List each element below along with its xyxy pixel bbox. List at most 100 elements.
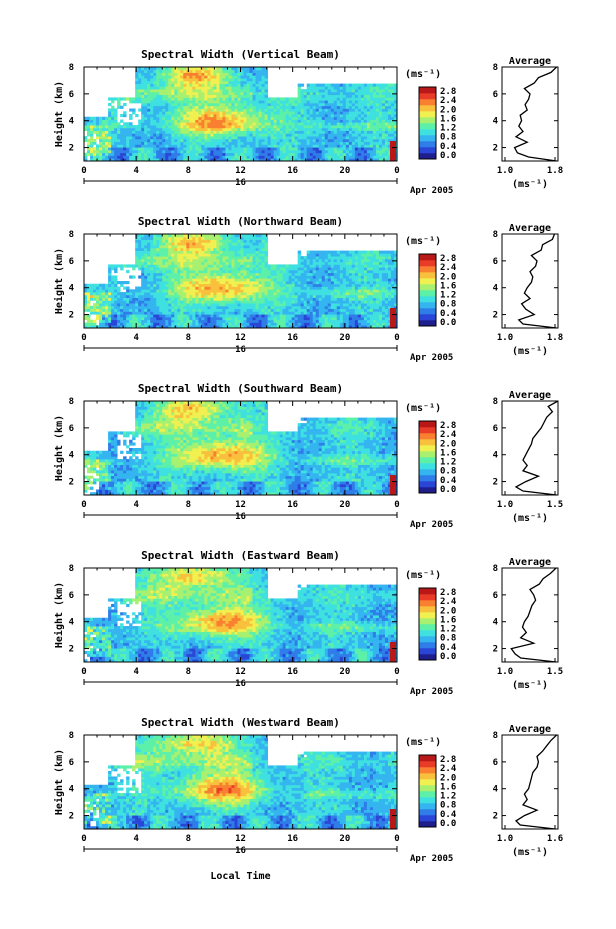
- heatmap-cell: [234, 94, 238, 98]
- heatmap-cell: [393, 130, 398, 134]
- heatmap-cell: [234, 286, 238, 290]
- heatmap-cell: [336, 83, 341, 87]
- heatmap-cell: [147, 275, 151, 279]
- heatmap-cell: [210, 314, 214, 318]
- heatmap-cell: [372, 122, 377, 126]
- heatmap-cell: [141, 289, 145, 293]
- heatmap-cell: [234, 141, 238, 145]
- heatmap-cell: [351, 152, 356, 156]
- heatmap-cell: [180, 122, 184, 126]
- heatmap-cell: [111, 155, 115, 159]
- heatmap-cell: [252, 100, 256, 104]
- heatmap-cell: [249, 119, 253, 123]
- heatmap-cell: [243, 141, 247, 145]
- heatmap-cell: [237, 80, 241, 84]
- heatmap-cell: [282, 114, 287, 118]
- heatmap-cell: [258, 114, 262, 118]
- heatmap-cell: [252, 234, 256, 238]
- heatmap-cell: [237, 155, 241, 159]
- heatmap-cell: [363, 86, 368, 90]
- heatmap-cell: [153, 97, 157, 101]
- heatmap-cell: [375, 105, 380, 109]
- heatmap-cell: [114, 303, 118, 307]
- heatmap-cell: [363, 141, 368, 145]
- heatmap-cell: [303, 144, 308, 148]
- heatmap-cell: [159, 322, 163, 326]
- heatmap-cell: [237, 261, 241, 265]
- heatmap-cell: [84, 127, 88, 131]
- heatmap-cell: [162, 144, 166, 148]
- heatmap-cell: [195, 158, 199, 162]
- heatmap-cell: [360, 141, 365, 145]
- heatmap-cell: [348, 149, 353, 154]
- heatmap-cell: [192, 138, 196, 143]
- heatmap-cell: [318, 97, 323, 101]
- heatmap-cell: [159, 105, 163, 109]
- heatmap-cell: [162, 114, 166, 118]
- heatmap-cell: [237, 144, 241, 148]
- heatmap-cell: [93, 158, 97, 162]
- heatmap-cell: [237, 138, 241, 143]
- heatmap-cell: [210, 125, 214, 129]
- heatmap-cell: [315, 105, 320, 109]
- heatmap-cell: [219, 245, 223, 249]
- heatmap-cell: [93, 152, 97, 156]
- heatmap-cell: [279, 319, 284, 323]
- heatmap-cell: [210, 256, 214, 260]
- heatmap-cell: [135, 242, 139, 246]
- heatmap-cell: [255, 152, 259, 156]
- heatmap-cell: [381, 105, 386, 109]
- heatmap-cell: [300, 116, 305, 120]
- heatmap-cell: [174, 316, 178, 321]
- heatmap-cell: [303, 91, 308, 96]
- heatmap-cell: [87, 316, 91, 321]
- heatmap-cell: [303, 149, 308, 154]
- heatmap-cell: [183, 125, 187, 129]
- heatmap-cell: [381, 116, 386, 120]
- heatmap-cell: [129, 305, 133, 310]
- heatmap-cell: [162, 300, 166, 304]
- heatmap-cell: [153, 80, 157, 84]
- heatmap-cell: [174, 239, 178, 243]
- heatmap-cell: [204, 80, 208, 84]
- heatmap-cell: [156, 303, 160, 307]
- heatmap-cell: [192, 281, 196, 285]
- heatmap-cell: [204, 308, 208, 312]
- heatmap-cell: [315, 86, 320, 90]
- heatmap-cell: [201, 256, 205, 260]
- heatmap-cell: [168, 269, 172, 274]
- heatmap-cell: [213, 138, 217, 143]
- heatmap-cell: [207, 305, 211, 310]
- heatmap-cell: [159, 245, 163, 249]
- heatmap-cell: [165, 300, 169, 304]
- heatmap-cell: [153, 322, 157, 326]
- heatmap-cell: [246, 311, 250, 315]
- heatmap-cell: [318, 125, 323, 129]
- heatmap-cell: [300, 136, 305, 140]
- heatmap-cell: [258, 72, 262, 76]
- heatmap-cell: [168, 242, 172, 246]
- heatmap-cell: [384, 100, 389, 104]
- heatmap-cell: [237, 100, 241, 104]
- heatmap-cell: [126, 149, 130, 154]
- heatmap-cell: [84, 325, 88, 329]
- colorbar-tick-label: 0.0: [440, 151, 456, 161]
- heatmap-cell: [285, 278, 290, 282]
- heatmap-cell: [372, 141, 377, 145]
- heatmap-cell: [210, 267, 214, 271]
- heatmap-cell: [210, 114, 214, 118]
- heatmap-cell: [201, 281, 205, 285]
- heatmap-cell: [189, 72, 193, 76]
- heatmap-cell: [354, 83, 359, 87]
- heatmap-cell: [108, 125, 112, 129]
- heatmap-cell: [324, 105, 329, 109]
- heatmap-cell: [381, 111, 386, 115]
- heatmap-cell: [369, 147, 374, 151]
- heatmap-cell: [249, 136, 253, 140]
- heatmap-cell: [243, 239, 247, 243]
- heatmap-cell: [204, 136, 208, 140]
- heatmap-cell: [261, 69, 265, 73]
- heatmap-cell: [204, 158, 208, 162]
- heatmap-cell: [345, 116, 350, 120]
